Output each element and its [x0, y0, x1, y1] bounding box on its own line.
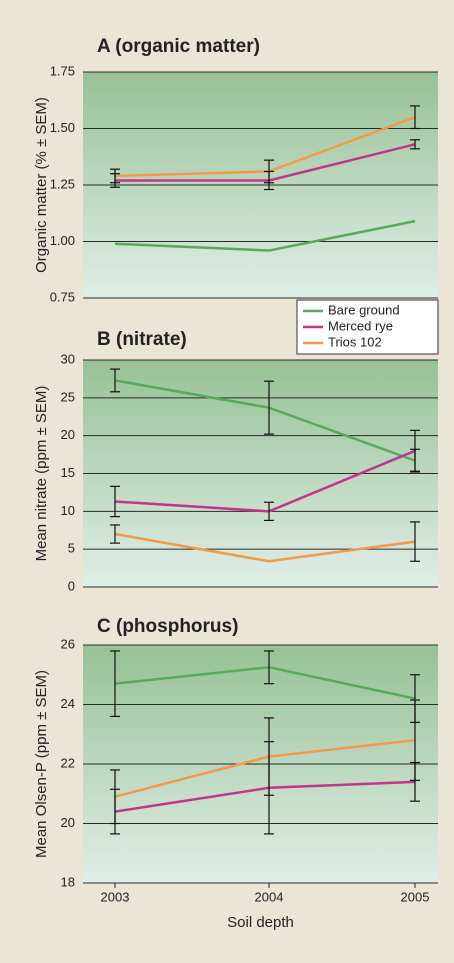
chart-title: A (organic matter) [97, 36, 260, 57]
legend-label: Bare ground [328, 302, 400, 317]
legend-label: Merced rye [328, 318, 393, 333]
error-bar [264, 501, 274, 522]
y-tick-label: 20 [61, 815, 75, 830]
error-bar [264, 159, 274, 184]
error-bar [264, 380, 274, 435]
y-tick-label: 30 [61, 351, 75, 366]
error-bar [264, 717, 274, 796]
y-tick-label: 15 [61, 465, 75, 480]
error-bar [410, 429, 420, 472]
y-tick-label: 10 [61, 503, 75, 518]
y-tick-label: 25 [61, 389, 75, 404]
x-tick-label: 2003 [101, 889, 130, 904]
error-bar [110, 368, 120, 393]
error-bar [110, 485, 120, 518]
series-line [114, 532, 416, 563]
error-bar [410, 105, 420, 130]
chart-title: B (nitrate) [97, 329, 187, 350]
error-bar [110, 168, 120, 184]
y-tick-label: 22 [61, 755, 75, 770]
error-bar [110, 769, 120, 825]
error-bar [410, 139, 420, 150]
x-axis-label: Soil depth [227, 914, 294, 931]
y-tick-label: 1.25 [50, 176, 75, 191]
y-axis-label: Mean Olsen-P (ppm ± SEM) [33, 670, 50, 858]
y-tick-label: 1.50 [50, 120, 75, 135]
y-tick-label: 0 [68, 578, 75, 593]
y-tick-label: 26 [61, 636, 75, 651]
error-bar [110, 650, 120, 718]
y-tick-label: 20 [61, 427, 75, 442]
y-axis-label: Mean nitrate (ppm ± SEM) [33, 386, 50, 562]
x-tick-label: 2004 [255, 889, 284, 904]
y-tick-label: 5 [68, 541, 75, 556]
error-bar [410, 521, 420, 562]
error-bar [110, 524, 120, 544]
series-line [114, 219, 416, 252]
error-bar [264, 650, 274, 685]
y-tick-label: 0.75 [50, 289, 75, 304]
y-tick-label: 24 [61, 696, 75, 711]
y-axis-label: Organic matter (% ± SEM) [33, 97, 50, 273]
x-tick-label: 2005 [401, 889, 430, 904]
y-tick-label: 1.75 [50, 63, 75, 78]
legend-label: Trios 102 [328, 334, 382, 349]
chart-title: C (phosphorus) [97, 616, 238, 637]
y-tick-label: 1.00 [50, 233, 75, 248]
y-tick-label: 18 [61, 874, 75, 889]
error-bar [410, 699, 420, 781]
